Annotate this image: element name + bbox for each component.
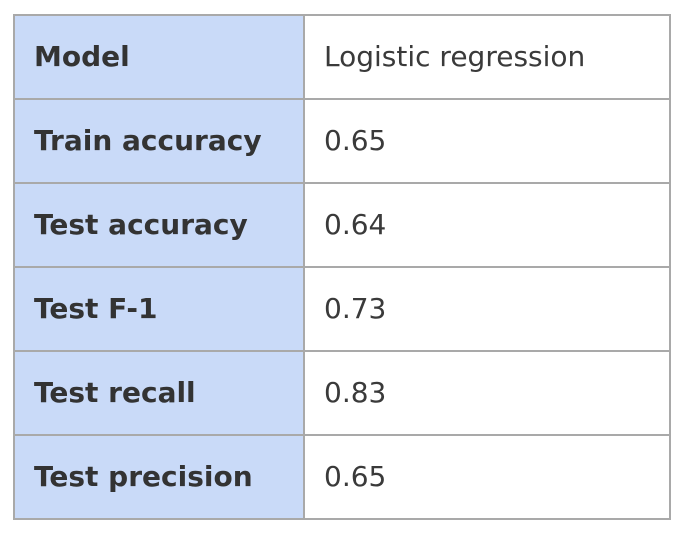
table-row: Test precision 0.65 — [13, 434, 671, 520]
metrics-table-container: Model Logistic regression Train accuracy… — [13, 14, 671, 520]
table-row: Test accuracy 0.64 — [13, 182, 671, 268]
row-value: 0.65 — [303, 434, 671, 520]
row-value: 0.83 — [303, 350, 671, 436]
row-value: 0.73 — [303, 266, 671, 352]
row-value: 0.64 — [303, 182, 671, 268]
table-row: Train accuracy 0.65 — [13, 98, 671, 184]
row-label: Test F-1 — [13, 266, 305, 352]
row-label: Train accuracy — [13, 98, 305, 184]
row-value: 0.65 — [303, 98, 671, 184]
metrics-table: Model Logistic regression Train accuracy… — [13, 14, 671, 520]
row-label: Model — [13, 14, 305, 100]
row-value: Logistic regression — [303, 14, 671, 100]
table-row: Test F-1 0.73 — [13, 266, 671, 352]
table-row: Test recall 0.83 — [13, 350, 671, 436]
table-row: Model Logistic regression — [13, 14, 671, 100]
row-label: Test accuracy — [13, 182, 305, 268]
row-label: Test precision — [13, 434, 305, 520]
row-label: Test recall — [13, 350, 305, 436]
